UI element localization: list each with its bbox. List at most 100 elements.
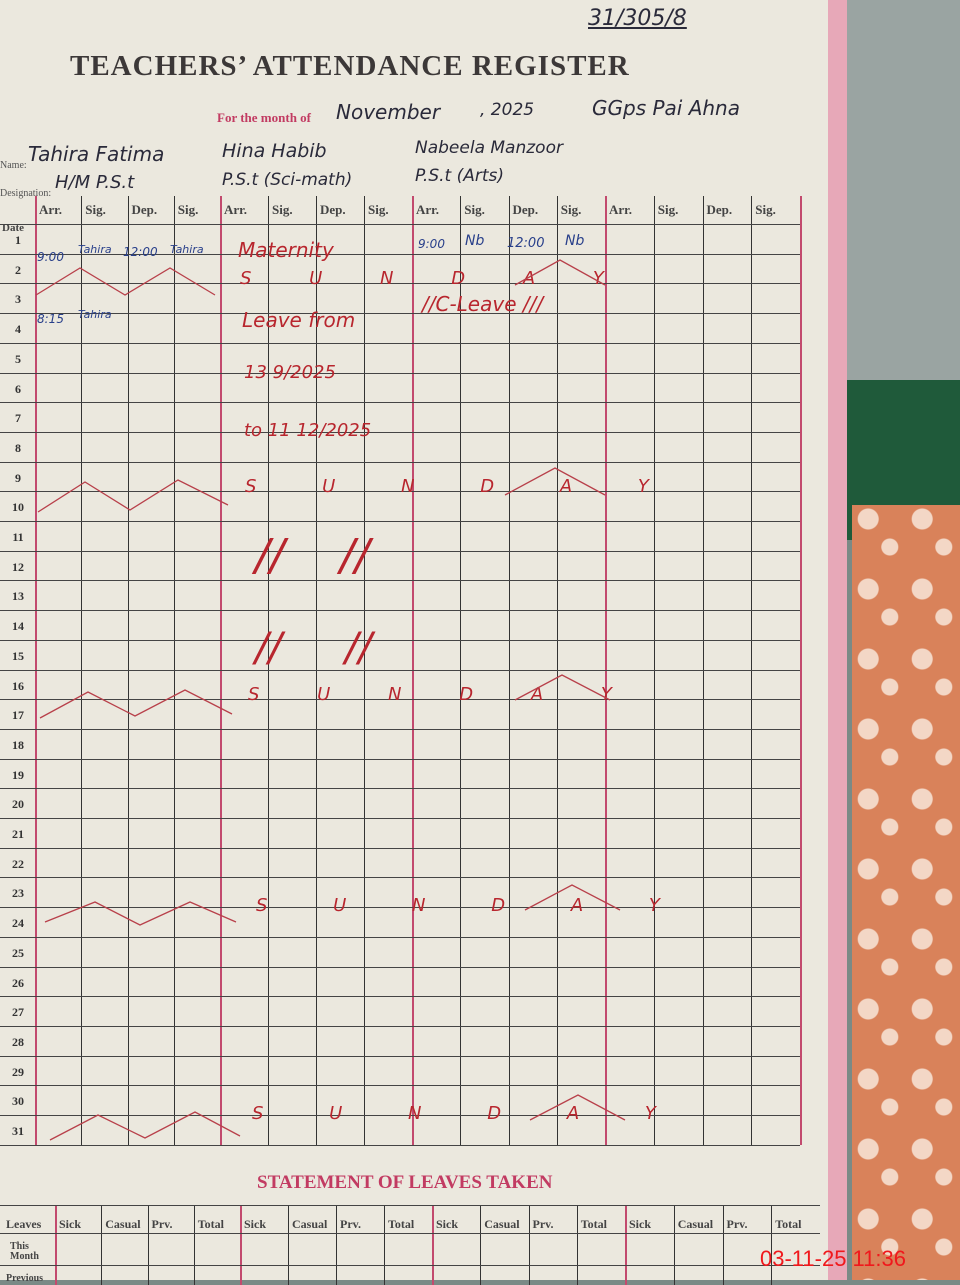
teacher-1-name: Tahira Fatima <box>28 142 165 166</box>
date-cell: 27 <box>12 1005 24 1020</box>
leaves-divider <box>240 1205 242 1285</box>
leaves-divider <box>771 1205 773 1285</box>
row-divider <box>0 461 800 463</box>
date-cell: 25 <box>12 945 24 960</box>
row-divider <box>0 610 800 612</box>
sunday-row-30: S U N D A Y <box>252 1103 686 1124</box>
ditto-mark: // <box>255 530 285 581</box>
entry-t1-d3-arr: 8:15 <box>37 312 64 326</box>
zigzag-mark <box>44 901 237 926</box>
row-divider <box>0 491 800 493</box>
leaves-divider <box>101 1205 103 1285</box>
row-divider <box>0 431 800 433</box>
leaves-column-header: Total <box>197 1217 224 1231</box>
zigzag-mark <box>529 1094 626 1121</box>
row-divider <box>0 1085 800 1087</box>
leaves-column-header: Total <box>388 1217 415 1231</box>
column-header: Dep. <box>706 202 733 217</box>
leaves-title: STATEMENT OF LEAVES TAKEN <box>257 1172 553 1193</box>
column-header: Arr. <box>416 202 439 217</box>
sunday-row-23: S U N D A Y <box>256 895 690 916</box>
leaves-divider <box>625 1205 627 1285</box>
leaves-row-divider <box>0 1205 820 1206</box>
leaves-column-header: Prv. <box>532 1217 554 1231</box>
date-cell: 26 <box>12 975 24 990</box>
leaves-divider <box>288 1205 289 1285</box>
leaves-divider <box>384 1205 385 1285</box>
row-divider <box>0 907 800 909</box>
column-header: Sig. <box>755 202 776 217</box>
column-header: Sig. <box>657 202 679 217</box>
leaves-divider <box>673 1205 675 1285</box>
entry-to-date: to 11 12/2025 <box>244 420 372 441</box>
date-cell: 30 <box>12 1094 24 1109</box>
date-cell: 21 <box>12 827 24 841</box>
leaves-divider <box>432 1205 434 1285</box>
leaves-column-header: Casual <box>292 1217 328 1231</box>
row-divider <box>0 728 800 730</box>
date-cell: 13 <box>12 589 24 604</box>
date-cell: 28 <box>12 1034 24 1049</box>
ditto-mark: // <box>340 530 370 581</box>
row-divider <box>0 669 800 671</box>
leaves-column-header: Sick <box>629 1217 652 1231</box>
column-header: Arr. <box>609 202 632 217</box>
date-cell: 15 <box>12 648 24 663</box>
column-header: Sig. <box>560 202 582 217</box>
entry-t1-d1-arr: 9:00 <box>37 250 64 264</box>
entry-leave-from: Leave from <box>242 308 356 332</box>
date-cell: 17 <box>12 708 24 723</box>
zigzag-mark <box>39 689 233 719</box>
date-cell: 18 <box>12 737 24 752</box>
zigzag-mark <box>504 467 606 496</box>
leaves-column-header: Casual <box>105 1217 141 1231</box>
date-cell: 24 <box>12 916 24 931</box>
row-divider <box>0 758 800 760</box>
leaves-column-header: Total <box>775 1217 802 1231</box>
sunday-row-2: S U N D A Y <box>240 268 630 289</box>
row-divider <box>0 224 800 225</box>
month-label: For the month of <box>217 110 312 125</box>
teacher-2-designation: P.S.t (Sci-math) <box>222 170 353 190</box>
row-divider <box>0 996 800 998</box>
ditto-mark: // <box>255 625 282 671</box>
leaves-row-header: Leaves <box>6 1217 42 1231</box>
date-cell: 7 <box>15 411 21 426</box>
register-page: 31/305/8 TEACHERS’ ATTENDANCE REGISTER F… <box>0 0 828 1285</box>
date-cell: 23 <box>12 886 24 901</box>
zigzag-mark <box>37 479 229 513</box>
entry-t1-d1-sig2: Tahira <box>170 243 204 256</box>
row-divider <box>0 1025 800 1027</box>
sunday-row-9: S U N D A Y <box>245 476 679 497</box>
column-header: Sig. <box>85 202 106 217</box>
date-cell: 16 <box>12 678 24 693</box>
leaves-divider <box>528 1205 530 1285</box>
leaves-column-header: Sick <box>59 1217 82 1231</box>
entry-t1-d3-sig: Tahira <box>78 308 112 321</box>
date-cell: 2 <box>15 262 21 277</box>
leaves-row-this-month: This Month <box>10 1241 39 1262</box>
date-cell: 11 <box>12 530 24 544</box>
row-divider <box>0 372 800 374</box>
row-divider <box>0 847 800 849</box>
date-cell: 6 <box>15 381 21 396</box>
entry-t1-d1-dep: 12:00 <box>123 245 158 259</box>
column-header: Sig. <box>272 202 293 217</box>
sunday-zigzag-marks <box>35 259 626 1141</box>
leaves-row-divider <box>0 1233 820 1234</box>
row-divider <box>0 1144 800 1146</box>
leaves-divider <box>193 1205 195 1285</box>
entry-maternity: Maternity <box>238 238 334 262</box>
leaves-divider <box>480 1205 482 1285</box>
date-cell: 19 <box>12 767 24 782</box>
leaves-divider <box>722 1205 724 1285</box>
designation-label: Designation: <box>0 188 52 199</box>
column-header: Arr. <box>224 202 247 217</box>
entry-from-date: 13 9/2025 <box>244 362 336 383</box>
leaves-divider <box>336 1205 337 1285</box>
row-divider <box>0 1115 800 1116</box>
sunday-row-16: S U N D A Y <box>248 684 638 705</box>
column-header: Dep. <box>131 202 158 217</box>
row-divider <box>0 788 800 790</box>
date-cell: 9 <box>15 470 21 485</box>
